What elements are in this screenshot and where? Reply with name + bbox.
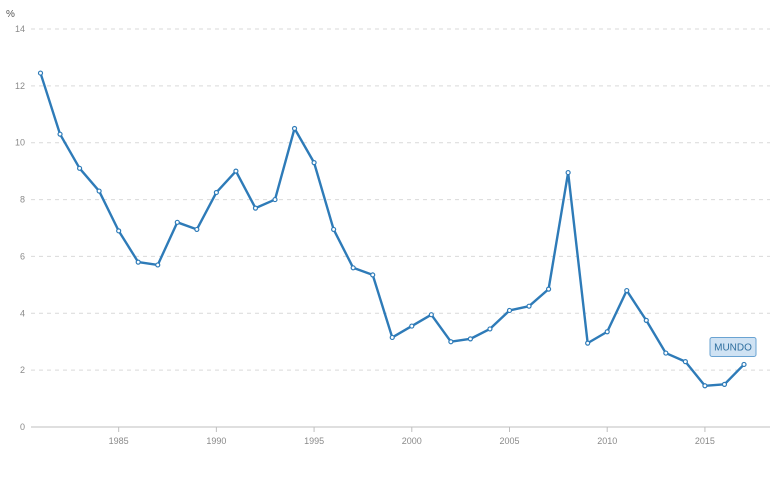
data-point[interactable] (291, 125, 298, 132)
data-point[interactable] (37, 70, 44, 76)
data-point[interactable] (331, 226, 337, 233)
y-tick-label: 8 (20, 195, 25, 205)
data-point[interactable] (702, 383, 708, 389)
data-point[interactable] (428, 312, 434, 318)
data-point[interactable] (116, 228, 122, 234)
data-point[interactable] (389, 334, 395, 341)
data-point[interactable] (272, 196, 278, 203)
x-tick-label: 2000 (402, 436, 422, 446)
x-tick-label: 2015 (695, 436, 715, 446)
data-point[interactable] (487, 326, 493, 332)
data-point[interactable] (506, 307, 513, 314)
data-point[interactable] (741, 361, 747, 368)
data-point[interactable] (155, 262, 161, 268)
x-tick-label: 1985 (109, 436, 129, 446)
y-axis-label: % (6, 9, 15, 20)
data-point[interactable] (643, 317, 649, 323)
data-point[interactable] (252, 205, 259, 211)
y-tick-label: 0 (20, 422, 25, 432)
y-tick-labels: 0 2 4 6 8 10 12 14 (15, 24, 25, 432)
data-point[interactable] (467, 336, 474, 342)
series-label-box (709, 336, 757, 357)
y-tick-label: 14 (15, 24, 25, 34)
x-tick-label: 1995 (304, 436, 324, 446)
y-tick-label: 2 (20, 365, 25, 375)
data-point[interactable] (682, 359, 688, 365)
grid-layer (31, 28, 770, 371)
data-point[interactable] (76, 165, 83, 171)
y-tick-label: 10 (15, 138, 25, 148)
data-point[interactable] (350, 265, 356, 271)
data-point[interactable] (57, 131, 63, 137)
data-point[interactable] (663, 350, 669, 356)
data-point[interactable] (370, 272, 376, 278)
data-point[interactable] (311, 160, 317, 166)
y-tick-label: 12 (15, 81, 25, 91)
x-tick-label: 1990 (206, 436, 226, 446)
series-layer: MUNDO (37, 70, 757, 389)
data-point[interactable] (233, 168, 239, 174)
x-tick-label: 2005 (499, 436, 519, 446)
data-point[interactable] (624, 287, 630, 294)
data-point[interactable] (721, 381, 728, 387)
series-end-label: MUNDO (709, 336, 757, 357)
y-tick-label: 6 (20, 251, 25, 261)
data-point[interactable] (604, 329, 610, 335)
data-point[interactable] (526, 303, 532, 309)
data-point[interactable] (135, 259, 141, 265)
data-point[interactable] (213, 189, 219, 196)
data-point[interactable] (409, 323, 415, 329)
data-point[interactable] (545, 286, 552, 292)
data-point[interactable] (585, 340, 591, 346)
x-tick-label: 2010 (597, 436, 617, 446)
data-point[interactable] (174, 219, 180, 225)
series-name-label: MUNDO (714, 342, 752, 353)
x-tick-labels: 1985 1990 1995 2000 2005 2010 2015 (109, 427, 715, 446)
y-tick-label: 4 (20, 308, 25, 318)
data-point[interactable] (96, 188, 102, 194)
data-point[interactable] (565, 169, 571, 176)
data-point[interactable] (448, 339, 454, 345)
data-point[interactable] (194, 226, 200, 233)
